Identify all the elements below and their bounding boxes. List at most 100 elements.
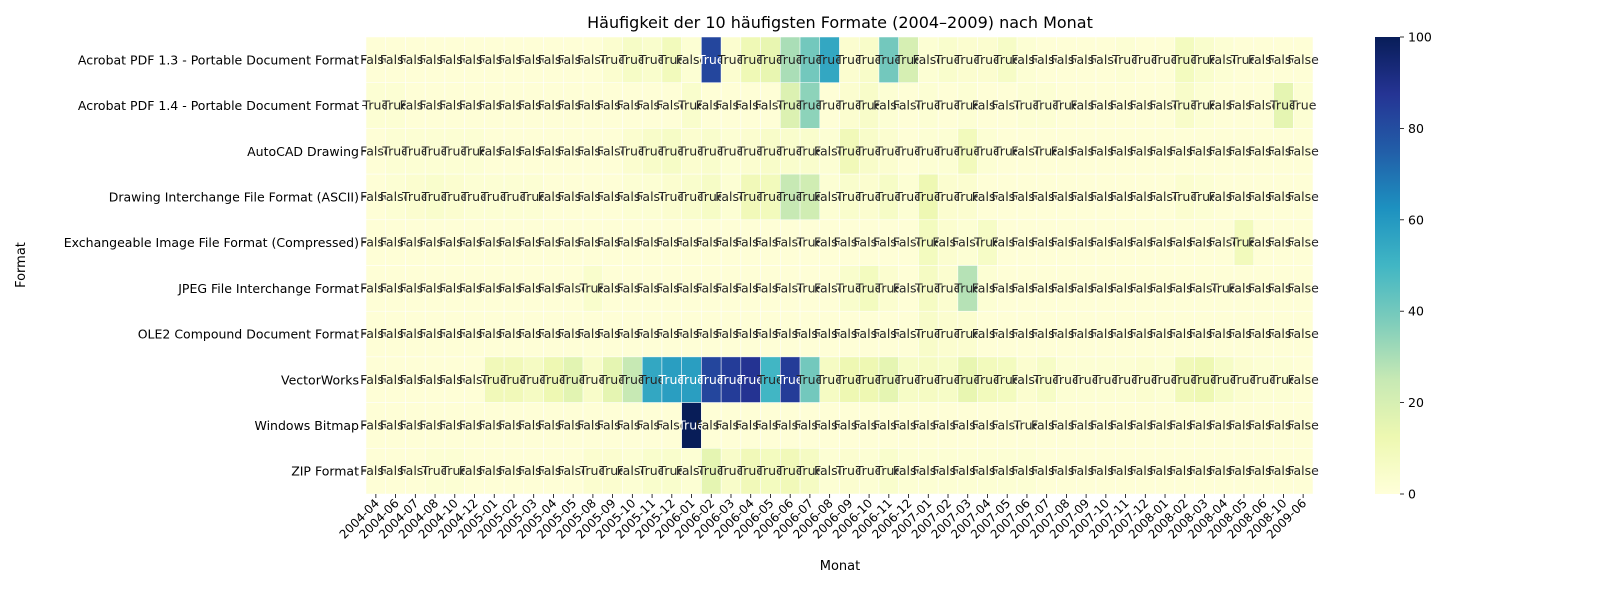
cell-label: True bbox=[776, 98, 804, 113]
cell-label: False bbox=[1268, 52, 1300, 67]
chart-title: Häufigkeit der 10 häufigsten Formate (20… bbox=[587, 13, 1093, 32]
cell-label: False bbox=[952, 463, 984, 478]
cell-label: True bbox=[658, 463, 686, 478]
cell-label: True bbox=[618, 52, 646, 67]
cell-label: False bbox=[1268, 143, 1300, 158]
cell-label: False bbox=[1011, 189, 1043, 204]
cell-label: False bbox=[1169, 417, 1201, 432]
y-axis-label: Format bbox=[14, 242, 29, 288]
cell-label: True bbox=[736, 52, 764, 67]
cell-label: False bbox=[972, 98, 1004, 113]
cell-label: False bbox=[1130, 463, 1162, 478]
cell-label: False bbox=[972, 189, 1004, 204]
cell-label: True bbox=[953, 189, 981, 204]
cell-label: False bbox=[1268, 280, 1300, 295]
cell-label: False bbox=[479, 280, 511, 295]
cell-label: True bbox=[1249, 372, 1277, 387]
cell-label: False bbox=[400, 326, 432, 341]
cell-label: False bbox=[400, 98, 432, 113]
cell-label: False bbox=[538, 235, 570, 250]
cell-label: True bbox=[598, 372, 626, 387]
cell-label: False bbox=[1070, 98, 1102, 113]
colorbar-tick-label: 0 bbox=[1408, 487, 1416, 502]
cell-label: True bbox=[677, 143, 705, 158]
cell-label: False bbox=[1149, 280, 1181, 295]
cell-label: False bbox=[380, 235, 412, 250]
cell-label: False bbox=[1209, 235, 1241, 250]
cell-label: True bbox=[697, 189, 725, 204]
cell-label: True bbox=[579, 372, 607, 387]
cell-label: False bbox=[479, 463, 511, 478]
cell-label: False bbox=[557, 189, 589, 204]
cell-label: False bbox=[459, 417, 491, 432]
cell-label: True bbox=[579, 463, 607, 478]
cell-label: True bbox=[480, 372, 508, 387]
colorbar-tick-label: 40 bbox=[1408, 304, 1424, 319]
cell-label: True bbox=[914, 98, 942, 113]
cell-label: False bbox=[518, 326, 550, 341]
cell-label: False bbox=[557, 98, 589, 113]
cell-label: False bbox=[992, 98, 1024, 113]
cell-label: False bbox=[794, 417, 826, 432]
cell-label: True bbox=[441, 143, 469, 158]
cell-label: False bbox=[1031, 235, 1063, 250]
cell-label: False bbox=[1130, 235, 1162, 250]
cell-label: False bbox=[656, 98, 688, 113]
cell-label: False bbox=[1287, 417, 1319, 432]
cell-label: False bbox=[913, 417, 945, 432]
cell-label: False bbox=[380, 417, 412, 432]
y-tick-label: AutoCAD Drawing bbox=[247, 144, 359, 159]
cell-label: False bbox=[992, 463, 1024, 478]
cell-label: False bbox=[439, 417, 471, 432]
cell-label: False bbox=[577, 326, 609, 341]
cell-label: False bbox=[538, 98, 570, 113]
cell-label: False bbox=[459, 98, 491, 113]
cell-label: True bbox=[736, 189, 764, 204]
y-tick-label: VectorWorks bbox=[281, 372, 359, 387]
cell-label: False bbox=[735, 235, 767, 250]
cell-label: False bbox=[992, 280, 1024, 295]
cell-label: True bbox=[1170, 372, 1198, 387]
cell-label: False bbox=[597, 280, 629, 295]
cell-label: False bbox=[1051, 235, 1083, 250]
cell-label: False bbox=[400, 52, 432, 67]
cell-label: False bbox=[518, 52, 550, 67]
cell-label: False bbox=[814, 280, 846, 295]
cell-label: True bbox=[796, 189, 824, 204]
cell-label: False bbox=[360, 326, 392, 341]
cell-label: False bbox=[656, 326, 688, 341]
cell-label: False bbox=[636, 235, 668, 250]
cell-label: False bbox=[439, 52, 471, 67]
cell-label: False bbox=[1031, 52, 1063, 67]
cell-label: False bbox=[459, 326, 491, 341]
cell-label: True bbox=[756, 143, 784, 158]
cell-label: False bbox=[1070, 52, 1102, 67]
cell-label: False bbox=[873, 326, 905, 341]
cell-label: True bbox=[934, 372, 962, 387]
cell-label: False bbox=[1031, 326, 1063, 341]
cell-label: False bbox=[636, 280, 668, 295]
y-tick-label: Acrobat PDF 1.4 - Portable Document Form… bbox=[78, 98, 359, 113]
cell-label: False bbox=[1149, 326, 1181, 341]
cell-label: False bbox=[400, 463, 432, 478]
cell-label: True bbox=[500, 372, 528, 387]
cell-label: False bbox=[834, 326, 866, 341]
cell-label: True bbox=[953, 372, 981, 387]
cell-label: True bbox=[677, 417, 705, 432]
cell-label: False bbox=[459, 463, 491, 478]
cell-label: False bbox=[360, 235, 392, 250]
cell-label: False bbox=[972, 463, 1004, 478]
cell-label: False bbox=[1248, 417, 1280, 432]
cell-label: False bbox=[419, 417, 451, 432]
cell-label: False bbox=[1110, 463, 1142, 478]
cell-label: True bbox=[835, 280, 863, 295]
cell-label: True bbox=[914, 235, 942, 250]
cell-label: True bbox=[875, 280, 903, 295]
cell-label: False bbox=[1051, 463, 1083, 478]
cell-label: True bbox=[658, 372, 686, 387]
y-tick-label: OLE2 Compound Document Format bbox=[138, 327, 359, 342]
cell-label: False bbox=[1090, 463, 1122, 478]
colorbar-tick-label: 60 bbox=[1408, 212, 1424, 227]
cell-label: True bbox=[953, 326, 981, 341]
cell-label: False bbox=[814, 463, 846, 478]
